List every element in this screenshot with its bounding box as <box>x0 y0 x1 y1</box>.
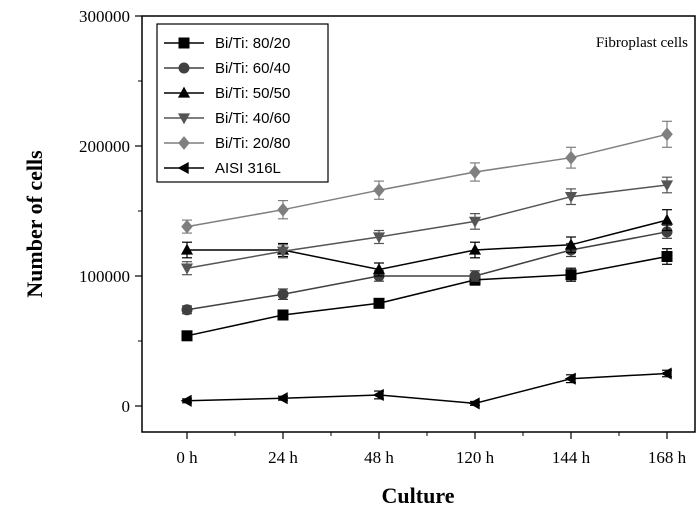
legend-marker <box>177 161 189 175</box>
data-point <box>468 243 482 255</box>
legend: Bi/Ti: 80/20 Bi/Ti: 60/40 Bi/Ti: 50/50 Bi/T… <box>156 23 329 183</box>
legend-label: Bi/Ti: 80/20 <box>215 35 290 52</box>
data-point <box>180 394 192 407</box>
x-axis-title: Culture <box>382 483 455 508</box>
series <box>180 120 674 410</box>
x-tick-label: 24 h <box>268 448 298 467</box>
axes <box>141 15 696 433</box>
y-axis-title: Number of cells <box>22 150 47 298</box>
data-point <box>564 238 578 250</box>
data-point <box>180 263 194 275</box>
y-ticks: 0 100000 200000 300000 <box>79 7 142 416</box>
series-4 <box>180 176 674 276</box>
data-point <box>661 226 673 238</box>
legend-marker <box>177 113 191 125</box>
data-point <box>565 150 577 165</box>
annotation-label: Fibroplast cells <box>596 35 688 51</box>
legend-label: Bi/Ti: 60/40 <box>215 60 290 77</box>
y-tick-label: 100000 <box>79 267 130 286</box>
data-point <box>276 246 290 258</box>
y-tick-label: 0 <box>122 397 131 416</box>
series-line <box>186 184 668 269</box>
data-point <box>373 297 385 309</box>
x-ticks: 0 h 24 h 48 h 120 h 144 h 168 h <box>176 432 687 467</box>
data-point <box>181 330 193 342</box>
x-tick-label: 48 h <box>364 448 394 467</box>
data-point <box>661 127 673 142</box>
series-1 <box>181 248 673 342</box>
x-tick-label: 168 h <box>648 448 687 467</box>
legend-marker <box>178 62 190 74</box>
series-5 <box>181 120 673 234</box>
data-point <box>565 269 577 281</box>
data-point <box>181 219 193 234</box>
series-line <box>186 372 668 405</box>
series-line <box>187 219 668 271</box>
data-point <box>469 270 481 282</box>
series-line <box>186 231 668 311</box>
data-point <box>372 263 386 275</box>
data-point <box>277 288 289 300</box>
series-2 <box>181 224 673 316</box>
series-line <box>186 255 668 337</box>
legend-box <box>156 23 329 183</box>
series-3 <box>180 209 674 277</box>
data-point <box>468 216 482 228</box>
legend-label: Bi/Ti: 20/80 <box>215 135 290 152</box>
data-point <box>660 213 674 225</box>
legend-marker <box>178 37 190 49</box>
data-point <box>277 202 289 217</box>
data-point <box>181 304 193 316</box>
data-point <box>469 165 481 179</box>
legend-label: Bi/Ti: 50/50 <box>215 85 290 102</box>
y-tick-label: 300000 <box>79 7 130 26</box>
data-point <box>660 180 674 192</box>
legend-marker <box>177 86 191 98</box>
data-point <box>564 372 576 385</box>
data-point <box>372 232 386 244</box>
data-point <box>372 388 384 401</box>
data-point <box>180 243 194 255</box>
data-point <box>661 251 673 262</box>
legend-marker <box>178 136 190 150</box>
data-point <box>564 192 578 204</box>
plot-frame <box>141 15 696 433</box>
x-tick-label: 0 h <box>176 448 198 467</box>
data-point <box>660 367 672 380</box>
series-6 <box>180 367 672 410</box>
x-tick-label: 120 h <box>456 448 495 467</box>
legend-label: AISI 316L <box>215 160 281 177</box>
series-line <box>186 133 668 228</box>
data-point <box>276 392 288 405</box>
data-point <box>277 309 289 321</box>
data-point <box>373 183 385 198</box>
data-point <box>468 397 480 410</box>
y-tick-label: 200000 <box>79 137 130 156</box>
x-tick-label: 144 h <box>552 448 591 467</box>
legend-label: Bi/Ti: 40/60 <box>215 110 290 127</box>
